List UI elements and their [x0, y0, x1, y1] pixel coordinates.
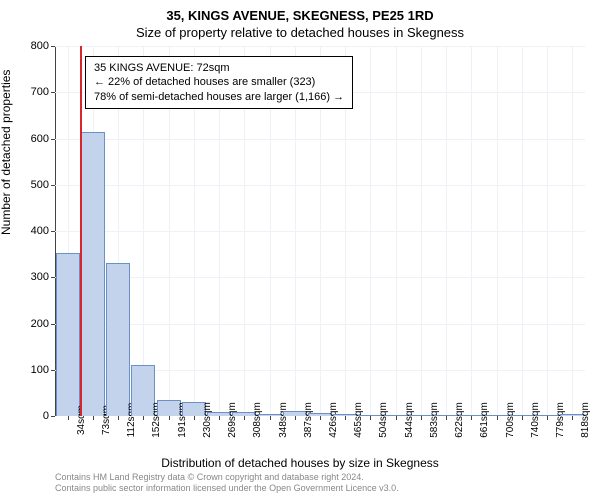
x-tick-mark — [370, 416, 371, 420]
x-axis-label: Distribution of detached houses by size … — [0, 456, 600, 470]
y-tick-label: 0 — [43, 410, 55, 422]
x-tick-mark — [219, 416, 220, 420]
x-tick-mark — [572, 416, 573, 420]
gridline-v — [572, 46, 573, 416]
x-tick-mark — [68, 416, 69, 420]
y-tick-label: 700 — [31, 86, 55, 98]
x-tick-mark — [270, 416, 271, 420]
y-tick-label: 200 — [31, 318, 55, 330]
x-tick-label: 230sqm — [200, 402, 213, 438]
x-tick-label: 426sqm — [326, 402, 339, 438]
histogram-bar — [56, 253, 80, 416]
gridline-v — [396, 46, 397, 416]
footer-line-1: Contains HM Land Registry data © Crown c… — [55, 472, 399, 483]
y-tick-label: 300 — [31, 271, 55, 283]
x-tick-mark — [547, 416, 548, 420]
gridline-v — [446, 46, 447, 416]
x-tick-mark — [118, 416, 119, 420]
x-tick-label: 387sqm — [301, 402, 314, 438]
footer-line-2: Contains public sector information licen… — [55, 483, 399, 494]
y-tick-label: 800 — [31, 40, 55, 52]
y-tick-label: 400 — [31, 225, 55, 237]
x-tick-mark — [93, 416, 94, 420]
x-tick-label: 622sqm — [452, 402, 465, 438]
histogram-bar — [106, 263, 130, 416]
chart-title-sub: Size of property relative to detached ho… — [0, 23, 600, 40]
x-tick-label: 269sqm — [225, 402, 238, 438]
plot-area: 010020030040050060070080034sqm73sqm112sq… — [55, 46, 585, 416]
annotation-line: ← 22% of detached houses are smaller (32… — [94, 75, 344, 89]
footer-credits: Contains HM Land Registry data © Crown c… — [55, 472, 399, 494]
x-tick-mark — [421, 416, 422, 420]
x-tick-label: 465sqm — [351, 402, 364, 438]
annotation-line: 78% of semi-detached houses are larger (… — [94, 90, 344, 104]
x-tick-label: 348sqm — [276, 402, 289, 438]
x-tick-mark — [522, 416, 523, 420]
x-tick-label: 779sqm — [553, 402, 566, 438]
x-tick-label: 544sqm — [402, 402, 415, 438]
y-tick-label: 600 — [31, 133, 55, 145]
subject-marker-line — [80, 46, 82, 416]
y-tick-label: 500 — [31, 179, 55, 191]
gridline-v — [471, 46, 472, 416]
x-tick-label: 583sqm — [427, 402, 440, 438]
x-tick-mark — [295, 416, 296, 420]
gridline-v — [522, 46, 523, 416]
histogram-bar — [81, 132, 105, 416]
gridline-v — [421, 46, 422, 416]
gridline-v — [497, 46, 498, 416]
y-tick-label: 100 — [31, 364, 55, 376]
x-tick-label: 818sqm — [578, 402, 591, 438]
annotation-line: 35 KINGS AVENUE: 72sqm — [94, 61, 344, 75]
y-axis-label: Number of detached properties — [0, 70, 13, 235]
x-tick-label: 700sqm — [503, 402, 516, 438]
x-tick-mark — [345, 416, 346, 420]
x-tick-label: 308sqm — [250, 402, 263, 438]
gridline-v — [370, 46, 371, 416]
annotation-box: 35 KINGS AVENUE: 72sqm← 22% of detached … — [85, 56, 353, 109]
x-tick-mark — [471, 416, 472, 420]
x-tick-label: 504sqm — [376, 402, 389, 438]
x-tick-mark — [244, 416, 245, 420]
gridline-v — [547, 46, 548, 416]
x-tick-label: 740sqm — [528, 402, 541, 438]
x-tick-mark — [194, 416, 195, 420]
x-tick-mark — [497, 416, 498, 420]
x-tick-mark — [169, 416, 170, 420]
x-tick-label: 661sqm — [477, 402, 490, 438]
x-tick-mark — [446, 416, 447, 420]
chart-title-main: 35, KINGS AVENUE, SKEGNESS, PE25 1RD — [0, 0, 600, 23]
x-tick-mark — [143, 416, 144, 420]
x-tick-mark — [320, 416, 321, 420]
x-tick-mark — [396, 416, 397, 420]
